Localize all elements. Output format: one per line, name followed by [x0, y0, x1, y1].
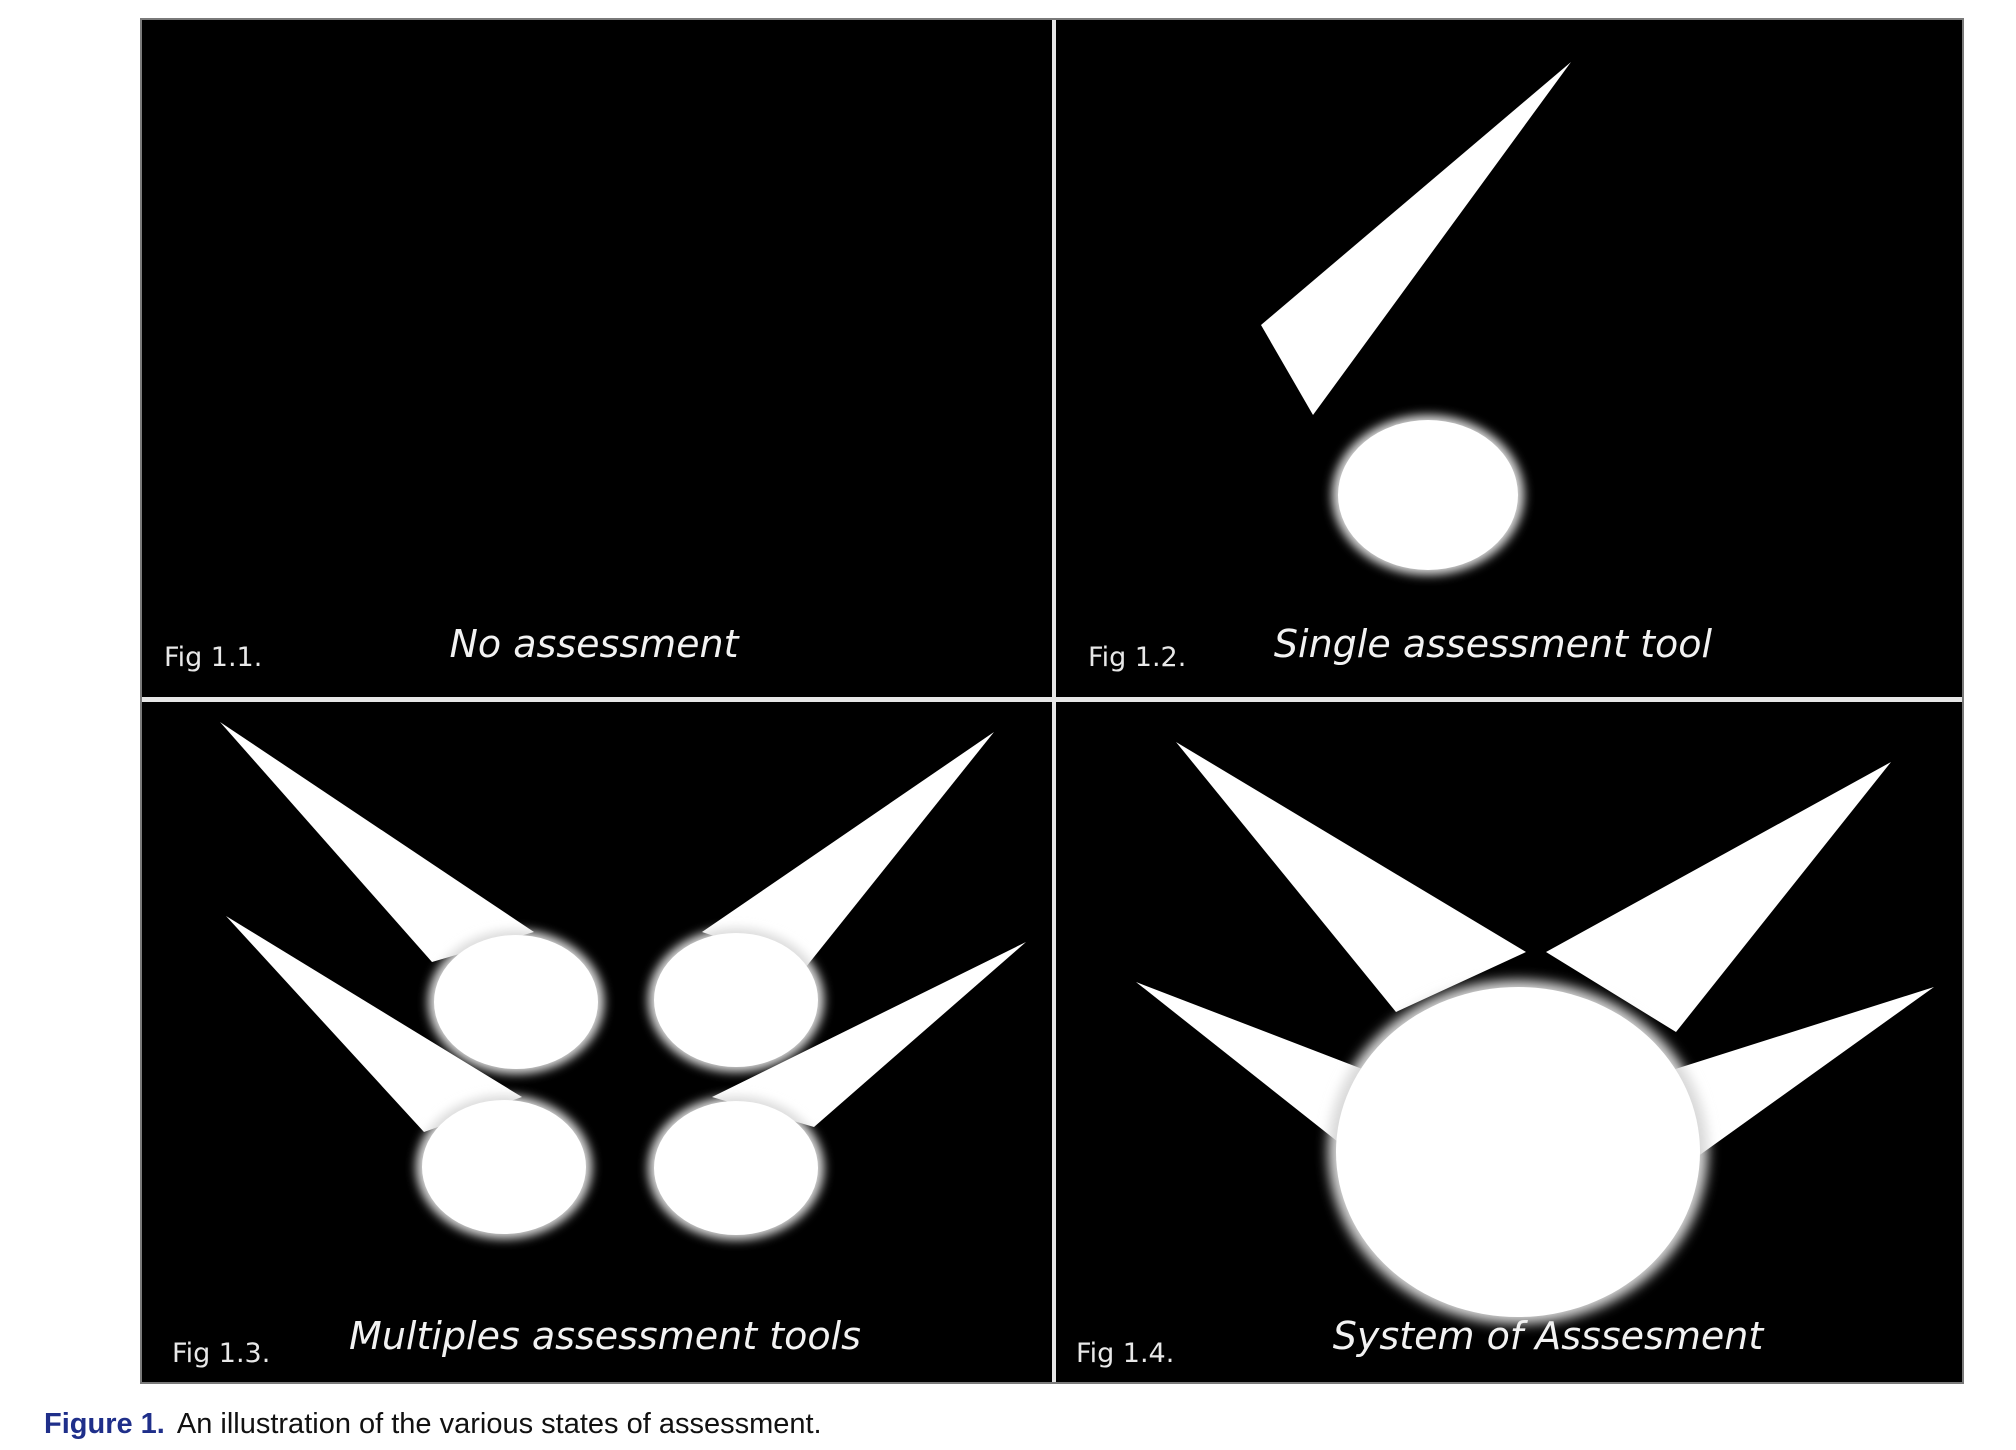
- caption-label: Figure 1.: [44, 1408, 165, 1440]
- panel-title: Multiples assessment tools: [349, 1314, 861, 1358]
- panel-multiple-assessment-tools: Fig 1.3. Multiples assessment tools: [142, 702, 1052, 1384]
- fig-label: Fig 1.4.: [1076, 1338, 1175, 1369]
- panel-title: No assessment: [449, 622, 739, 666]
- assessment-cone: [220, 722, 604, 1074]
- fig-label: Fig 1.2.: [1088, 642, 1187, 673]
- assessment-cone: [1261, 62, 1571, 575]
- panel-title: Single assessment tool: [1273, 622, 1713, 666]
- figure-frame: Fig 1.1. No assessment Fig 1.2. Single a…: [140, 18, 1964, 1384]
- panel-single-assessment-tool: Fig 1.2. Single assessment tool: [1056, 20, 1966, 697]
- figure-caption: Figure 1. An illustration of the various …: [44, 1408, 822, 1441]
- panel-title: System of Asssesment: [1332, 1314, 1764, 1358]
- caption-text: An illustration of the various states of…: [176, 1408, 822, 1440]
- fig-label: Fig 1.3.: [172, 1338, 271, 1369]
- panel-system-of-assessment: Fig 1.4. System of Asssesment: [1056, 702, 1966, 1384]
- system-illustration: [1136, 742, 1934, 1324]
- single-cone-illustration: [1261, 62, 1571, 575]
- assessment-cone: [648, 732, 994, 1072]
- fig-label: Fig 1.1.: [164, 642, 263, 673]
- central-circle: [1328, 980, 1708, 1324]
- four-cones-illustration: [220, 722, 1026, 1240]
- panel-no-assessment: Fig 1.1. No assessment: [142, 20, 1052, 697]
- horizontal-divider: [142, 697, 1962, 702]
- assessment-cone: [648, 942, 1026, 1240]
- assessment-cone: [226, 916, 592, 1239]
